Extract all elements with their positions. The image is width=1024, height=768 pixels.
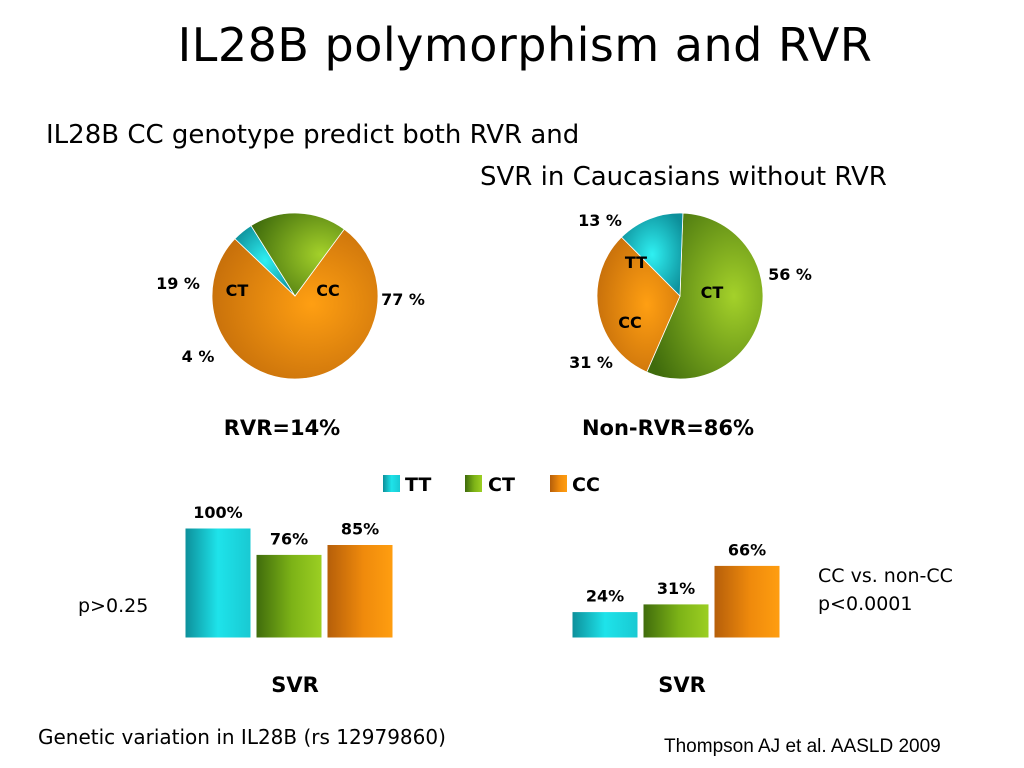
pie1-cc-slice-label: CC	[316, 281, 339, 300]
pie-chart-non-rvr	[596, 212, 764, 380]
bar1-tt-value-label: 100%	[193, 503, 242, 522]
legend-ct-swatch	[465, 475, 482, 492]
footer-gene-note: Genetic variation in IL28B (rs 12979860)	[38, 725, 446, 749]
bar2-tt-value-label: 24%	[586, 587, 624, 606]
pie2-ct-value-label: 56 %	[768, 265, 812, 284]
bar2-ct	[642, 603, 710, 639]
legend-ct-label: CT	[488, 474, 515, 496]
bar1-cc	[326, 544, 394, 639]
pie1-slice-cc	[211, 228, 379, 380]
legend-cc-label: CC	[572, 474, 600, 496]
legend: TT CT CC	[383, 474, 600, 496]
pie-chart-rvr	[211, 212, 379, 380]
pie2-slice-cc	[596, 236, 681, 373]
pie2-cc-slice-label: CC	[618, 313, 641, 332]
legend-tt-label: TT	[405, 474, 431, 496]
legend-cc-swatch	[550, 475, 567, 492]
pie2-slice-ct	[646, 212, 764, 380]
pie2-caption: Non-RVR=86%	[582, 416, 754, 440]
bar1-cc-value-label: 85%	[341, 520, 379, 539]
bar1-tt	[184, 527, 252, 639]
pie2-slice-tt	[620, 212, 684, 297]
bar1-p-value: p>0.25	[78, 595, 149, 617]
bar1-ct-value-label: 76%	[270, 529, 308, 548]
pie1-cc-value-label: 77 %	[381, 290, 425, 309]
bar-chart-svr-non-rvr: 24% 31% 66%	[571, 540, 781, 639]
bar1-caption: SVR	[271, 673, 319, 697]
pie1-ct-value-label: 19 %	[156, 274, 200, 293]
bar2-ct-value-label: 31%	[657, 579, 695, 598]
pie2-ct-slice-label: CT	[701, 283, 724, 302]
pie2-tt-slice-label: TT	[625, 253, 647, 272]
bar1-ct	[255, 553, 323, 639]
legend-tt-swatch	[383, 475, 400, 492]
pie2-cc-value-label: 31 %	[569, 353, 613, 372]
footer-citation: Thompson AJ et al. AASLD 2009	[664, 736, 941, 757]
bar2-comparison-label: CC vs. non-CC	[818, 565, 953, 587]
bar2-p-value: p<0.0001	[818, 593, 913, 615]
pie1-caption: RVR=14%	[224, 416, 340, 440]
pie2-tt-value-label: 13 %	[578, 211, 622, 230]
bar2-cc-value-label: 66%	[728, 540, 766, 559]
slide-title: IL28B polymorphism and RVR	[177, 18, 873, 72]
bar-chart-svr-rvr: 100% 76% 85%	[184, 503, 394, 639]
subtitle-line-2: SVR in Caucasians without RVR	[480, 162, 887, 192]
subtitle-line-1: IL28B CC genotype predict both RVR and	[46, 120, 580, 150]
pie1-ct-slice-label: CT	[226, 281, 249, 300]
pie1-slice-ct	[250, 212, 345, 297]
pie1-tt-value-label: 4 %	[182, 347, 215, 366]
bar2-cc	[713, 564, 781, 639]
bar2-caption: SVR	[658, 673, 706, 697]
bar2-tt	[571, 611, 639, 639]
